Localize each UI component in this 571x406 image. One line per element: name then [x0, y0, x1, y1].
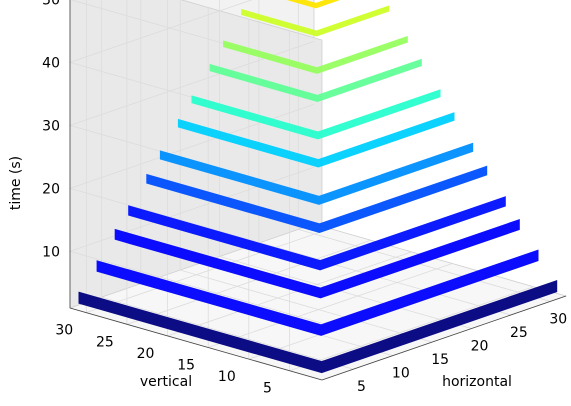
z-axis-label: time (s) — [8, 156, 24, 210]
y-axis-label: vertical — [140, 374, 192, 390]
tick-labels: 5 10 15 20 25 30 5 10 15 20 25 30 10 20 30 40 50 — [42, 0, 567, 397]
y-tick-label: 20 — [137, 346, 155, 362]
x-tick-label: 20 — [471, 339, 489, 355]
contour-level — [191, 89, 441, 140]
x-tick-label: 15 — [431, 352, 449, 368]
z-tick-label: 40 — [42, 55, 60, 71]
contour-level — [146, 165, 488, 234]
contour-level — [241, 5, 390, 37]
contour-level — [78, 279, 558, 374]
y-axis-line — [69, 307, 323, 381]
x-tick-label: 10 — [392, 366, 410, 382]
y-tick-label: 5 — [263, 381, 272, 397]
z-tick-label: 10 — [42, 244, 60, 260]
x-tick-label: 25 — [510, 325, 528, 341]
y-tick-label: 15 — [177, 357, 195, 373]
axis-panes — [68, 0, 568, 381]
contour-level — [286, 0, 341, 9]
contour-level — [128, 196, 506, 271]
contour-lines — [78, 0, 558, 374]
x-axis-line — [321, 295, 567, 381]
x-tick-label: 30 — [549, 311, 567, 327]
contour-level — [209, 58, 422, 103]
contour-level — [177, 112, 455, 168]
contour-level — [96, 249, 539, 336]
x-tick-label: 5 — [357, 379, 366, 395]
y-tick-label: 30 — [55, 323, 73, 339]
grid-line-x — [101, 0, 354, 370]
z-tick-label: 30 — [42, 118, 60, 134]
z-tick-label: 50 — [42, 0, 60, 8]
x-axis-label: horizontal — [442, 374, 512, 390]
z-tick-label: 20 — [42, 181, 60, 197]
contour-level — [114, 218, 520, 299]
contour-level — [223, 35, 408, 74]
y-tick-label: 25 — [96, 334, 114, 350]
contour-level — [159, 142, 474, 205]
y-tick-label: 10 — [218, 369, 236, 385]
